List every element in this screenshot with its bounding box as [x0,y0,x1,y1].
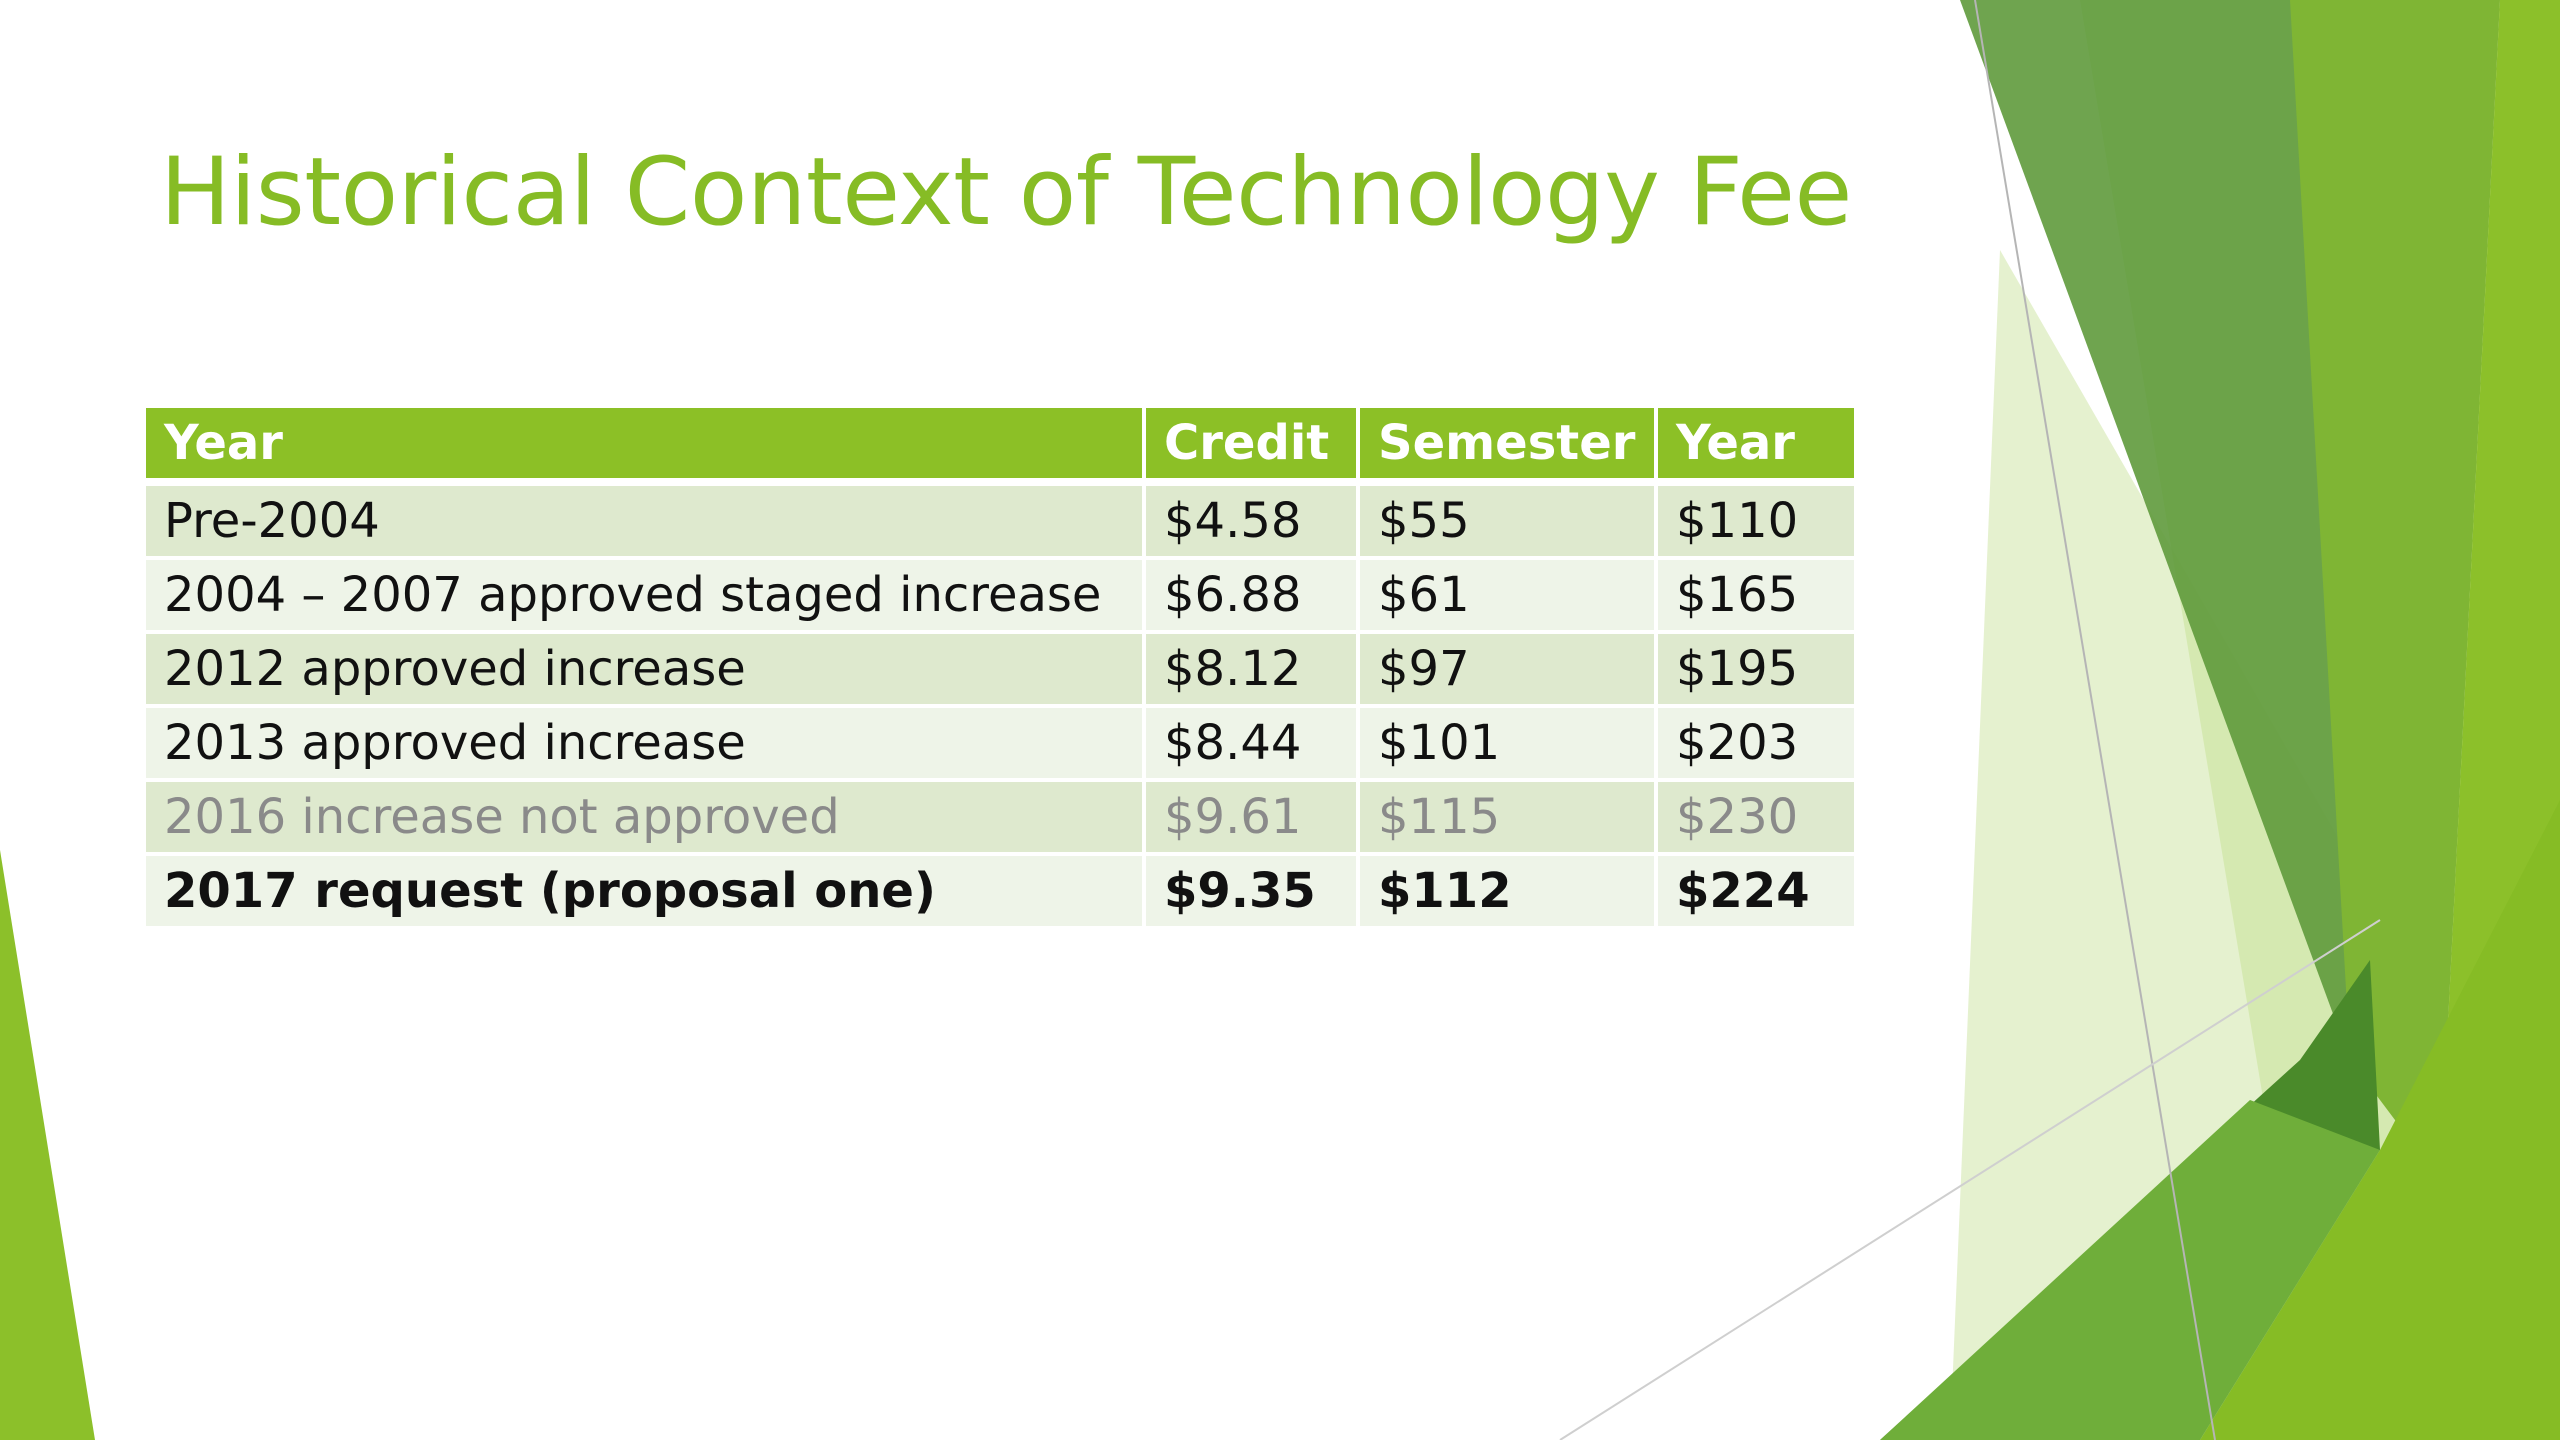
bottom-green-facet [1880,1100,2380,1440]
row-label: 2016 increase not approved [146,782,1142,852]
row-semester: $97 [1360,634,1654,704]
row-year: $165 [1658,560,1854,630]
row-semester: $101 [1360,708,1654,778]
technology-fee-table: Year Credit Semester Year Pre-2004 $4.58… [142,404,1858,930]
dark-green-facet [1960,0,2360,1060]
row-credit: $6.88 [1146,560,1356,630]
table-row-not-approved: 2016 increase not approved $9.61 $115 $2… [146,782,1854,852]
row-label: 2004 – 2007 approved staged increase [146,560,1142,630]
row-label: 2013 approved increase [146,708,1142,778]
table-row: 2004 – 2007 approved staged increase $6.… [146,560,1854,630]
table-row: 2013 approved increase $8.44 $101 $203 [146,708,1854,778]
table-row: 2012 approved increase $8.12 $97 $195 [146,634,1854,704]
header-credit: Credit [1146,408,1356,482]
row-credit: $9.35 [1146,856,1356,926]
left-green-wedge [0,850,95,1440]
row-year: $230 [1658,782,1854,852]
row-year: $110 [1658,486,1854,556]
thin-line-1 [1974,0,2216,1440]
row-semester: $115 [1360,782,1654,852]
header-annual-year: Year [1658,408,1854,482]
table-row-request: 2017 request (proposal one) $9.35 $112 $… [146,856,1854,926]
row-label: 2012 approved increase [146,634,1142,704]
slide-title: Historical Context of Technology Fee [160,138,1852,247]
row-label: 2017 request (proposal one) [146,856,1142,926]
row-credit: $8.44 [1146,708,1356,778]
table-header-row: Year Credit Semester Year [146,408,1854,482]
row-label: Pre-2004 [146,486,1142,556]
header-year: Year [146,408,1142,482]
row-year: $224 [1658,856,1854,926]
lower-right-green-facet [2200,800,2560,1440]
row-semester: $55 [1360,486,1654,556]
row-credit: $8.12 [1146,634,1356,704]
mid-green-facet [2290,0,2500,1180]
thin-line-2 [1559,919,2381,1440]
row-credit: $9.61 [1146,782,1356,852]
row-semester: $61 [1360,560,1654,630]
header-semester: Semester [1360,408,1654,482]
row-year: $195 [1658,634,1854,704]
row-year: $203 [1658,708,1854,778]
row-semester: $112 [1360,856,1654,926]
row-credit: $4.58 [1146,486,1356,556]
table-row: Pre-2004 $4.58 $55 $110 [146,486,1854,556]
